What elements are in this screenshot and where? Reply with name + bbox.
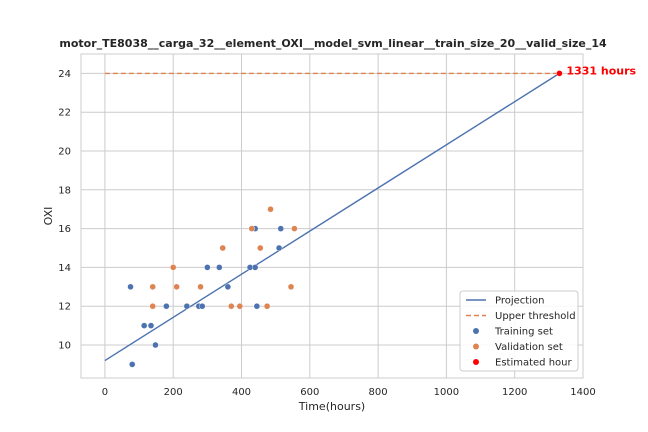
y-tick-label: 12	[58, 302, 71, 313]
training-point	[275, 244, 283, 252]
validation-point	[228, 303, 235, 310]
validation-point	[149, 303, 156, 310]
x-tick-label: 1000	[434, 387, 459, 398]
x-tick-label: 600	[300, 387, 319, 398]
training-point	[140, 322, 148, 329]
training-point	[277, 225, 284, 232]
grid	[81, 54, 584, 378]
y-tick-label: 24	[58, 69, 71, 80]
legend: Projection Upper threshold Training set Val…	[459, 290, 579, 372]
x-tick-label: 400	[232, 387, 251, 398]
x-tick-label: 800	[369, 387, 388, 398]
training-point	[147, 322, 155, 329]
legend-validation-label: Validation set	[495, 342, 563, 353]
validation-point	[219, 244, 226, 252]
points	[127, 70, 563, 368]
training-point	[216, 264, 223, 271]
validation-point	[287, 283, 295, 291]
y-tick-label: 22	[58, 108, 71, 119]
y-tick-label: 16	[58, 224, 71, 235]
y-axis-title: OXI	[42, 207, 55, 226]
training-point	[183, 303, 191, 310]
y-tick-label: 20	[58, 147, 71, 158]
validation-point	[263, 303, 271, 310]
legend-box	[459, 290, 579, 372]
estimated-hour-point	[556, 70, 563, 77]
chart-title: motor_TE8038__carga_32__element_OXI__mod…	[59, 37, 607, 50]
training-point	[224, 283, 232, 291]
x-tick-label: 200	[164, 387, 183, 398]
legend-estimated-label: Estimated hour	[495, 358, 572, 369]
x-tick-label: 0	[102, 387, 108, 398]
validation-point	[173, 283, 180, 291]
validation-point	[236, 303, 243, 310]
legend-training-marker	[473, 328, 479, 334]
estimated-hour-annotation: 1331 hours	[566, 64, 636, 77]
validation-point	[291, 225, 298, 232]
legend-validation-marker	[473, 343, 479, 350]
legend-training-label: Training set	[494, 327, 553, 338]
training-point	[204, 264, 211, 271]
validation-point	[149, 283, 156, 291]
y-tick-label: 18	[58, 185, 71, 196]
y-tick-label: 14	[58, 263, 71, 274]
x-tick-label: 1200	[502, 387, 527, 398]
training-point	[152, 341, 159, 349]
training-point	[253, 303, 261, 310]
training-point	[163, 303, 170, 310]
legend-estimated-marker	[473, 359, 479, 365]
training-point	[127, 283, 134, 291]
training-point	[129, 361, 136, 368]
validation-point	[267, 206, 274, 213]
plot-frame	[80, 53, 584, 379]
tick-labels: 0 200 400 600 800 1000 1200 1400 10 12 14 16 18 20 22 2…	[58, 69, 595, 398]
x-tick-label: 1400	[570, 387, 595, 398]
training-point	[251, 264, 259, 271]
projection-line	[104, 72, 560, 362]
validation-point	[248, 225, 255, 232]
y-tick-label: 10	[58, 341, 71, 352]
validation-point	[197, 283, 204, 291]
training-point	[199, 303, 206, 310]
x-axis-title: Time(hours)	[298, 400, 365, 413]
validation-point	[257, 244, 264, 252]
validation-point	[170, 264, 177, 271]
legend-threshold-label: Upper threshold	[495, 311, 576, 322]
lines	[104, 72, 560, 362]
legend-projection-label: Projection	[495, 296, 544, 307]
